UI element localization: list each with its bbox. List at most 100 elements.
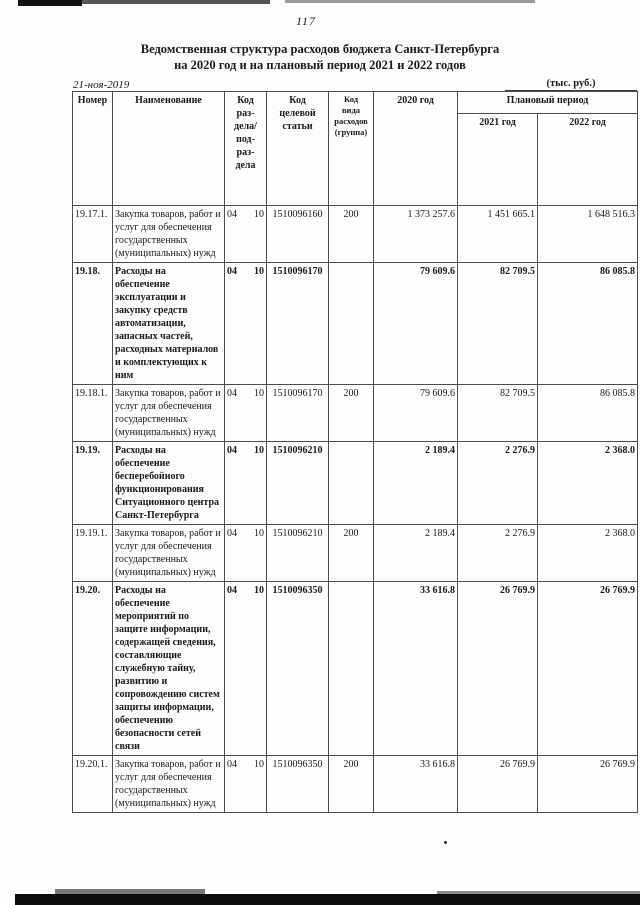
document-date: 21-ноя-2019 bbox=[73, 79, 130, 91]
cell-target-code: 1510096350 bbox=[266, 755, 329, 813]
cell-amount-2021: 2 276.9 bbox=[457, 524, 538, 582]
scan-artifact-bottom-smudge-right bbox=[437, 891, 640, 895]
page-number: 117 bbox=[295, 14, 317, 28]
cell-number: 19.20. bbox=[72, 581, 113, 756]
section-code: 04 bbox=[227, 528, 237, 539]
document-title-line1: Ведомственная структура расходов бюджета… bbox=[140, 42, 500, 56]
cell-amount-2022: 26 769.9 bbox=[536, 581, 639, 756]
cell-name: Расходы на обеспечение бесперебойного фу… bbox=[112, 441, 225, 525]
scan-artifact-bottom-smudge-left bbox=[55, 889, 205, 894]
col-header-section-code: Код раз- дела/ под- раз- дела bbox=[224, 91, 267, 206]
table-row: 19.20. Расходы на обеспечение мероприятий… bbox=[72, 581, 639, 756]
cell-amount-2020: 33 616.8 bbox=[373, 581, 458, 756]
col-header-2022: 2022 год bbox=[536, 113, 639, 206]
cell-amount-2020: 1 373 257.6 bbox=[373, 205, 458, 263]
cell-amount-2020: 79 609.6 bbox=[373, 384, 458, 442]
subsection-code: 10 bbox=[254, 445, 264, 456]
cell-number: 19.17.1. bbox=[72, 205, 113, 263]
cell-section-code: 04 10 bbox=[224, 581, 267, 756]
cell-name: Закупка товаров, работ и услуг для обесп… bbox=[112, 384, 225, 442]
cell-amount-2020: 79 609.6 bbox=[373, 262, 458, 385]
cell-name: Закупка товаров, работ и услуг для обесп… bbox=[112, 524, 225, 582]
cell-amount-2022: 26 769.9 bbox=[536, 755, 639, 813]
cell-target-code: 1510096350 bbox=[266, 581, 329, 756]
section-code: 04 bbox=[227, 585, 237, 596]
meta-row: 21-ноя-2019 (тыс. руб.) bbox=[73, 76, 637, 91]
col-header-2021: 2021 год bbox=[457, 113, 538, 206]
cell-number: 19.19. bbox=[72, 441, 113, 525]
scan-artifact-bottom-bar bbox=[15, 894, 640, 905]
cell-expense-type bbox=[328, 581, 374, 756]
section-code: 04 bbox=[227, 388, 237, 399]
cell-name: Закупка товаров, работ и услуг для обесп… bbox=[112, 205, 225, 263]
scan-speck bbox=[444, 841, 447, 844]
cell-section-code: 04 10 bbox=[224, 205, 267, 263]
cell-section-code: 04 10 bbox=[224, 384, 267, 442]
cell-amount-2020: 2 189.4 bbox=[373, 524, 458, 582]
col-header-2020: 2020 год bbox=[373, 91, 458, 206]
table-row: 19.19. Расходы на обеспечение бесперебойн… bbox=[72, 441, 639, 525]
subsection-code: 10 bbox=[254, 759, 264, 770]
cell-section-code: 04 10 bbox=[224, 441, 267, 525]
cell-expense-type bbox=[328, 441, 374, 525]
cell-section-code: 04 10 bbox=[224, 755, 267, 813]
cell-amount-2022: 86 085.8 bbox=[536, 384, 639, 442]
table-row: 19.18.1. Закупка товаров, работ и услуг д… bbox=[72, 384, 639, 442]
col-header-target-code: Код целевой статьи bbox=[266, 91, 329, 206]
cell-expense-type: 200 bbox=[328, 755, 374, 813]
cell-target-code: 1510096170 bbox=[266, 262, 329, 385]
table-header-subrow: 2021 год 2022 год bbox=[73, 113, 639, 206]
cell-expense-type bbox=[328, 262, 374, 385]
section-code: 04 bbox=[227, 266, 237, 277]
cell-target-code: 1510096210 bbox=[266, 441, 329, 525]
units-label: (тыс. руб.) bbox=[505, 78, 637, 91]
subsection-code: 10 bbox=[254, 388, 264, 399]
cell-amount-2021: 26 769.9 bbox=[457, 581, 538, 756]
cell-amount-2022: 2 368.0 bbox=[536, 524, 639, 582]
cell-section-code: 04 10 bbox=[224, 262, 267, 385]
cell-name: Расходы на обеспечение эксплуатации и за… bbox=[112, 262, 225, 385]
table-row: 19.18. Расходы на обеспечение эксплуатаци… bbox=[72, 262, 639, 385]
table-body: 19.17.1. Закупка товаров, работ и услуг д… bbox=[72, 205, 639, 813]
cell-amount-2021: 26 769.9 bbox=[457, 755, 538, 813]
cell-expense-type: 200 bbox=[328, 384, 374, 442]
col-header-expense-type: Код вида расходов (группа) bbox=[328, 91, 374, 206]
cell-amount-2021: 82 709.5 bbox=[457, 384, 538, 442]
cell-amount-2021: 82 709.5 bbox=[457, 262, 538, 385]
cell-amount-2022: 2 368.0 bbox=[536, 441, 639, 525]
cell-number: 19.20.1. bbox=[72, 755, 113, 813]
scan-artifact-top-black bbox=[18, 0, 82, 6]
cell-amount-2021: 1 451 665.1 bbox=[457, 205, 538, 263]
table-row: 19.20.1. Закупка товаров, работ и услуг д… bbox=[72, 755, 639, 813]
subsection-code: 10 bbox=[254, 528, 264, 539]
cell-amount-2022: 1 648 516.3 bbox=[536, 205, 639, 263]
cell-number: 19.18.1. bbox=[72, 384, 113, 442]
cell-amount-2020: 2 189.4 bbox=[373, 441, 458, 525]
cell-expense-type: 200 bbox=[328, 524, 374, 582]
table-header-row: Номер Наименование Код раз- дела/ под- р… bbox=[72, 91, 639, 206]
cell-section-code: 04 10 bbox=[224, 524, 267, 582]
col-header-name: Наименование bbox=[112, 91, 225, 206]
cell-amount-2022: 86 085.8 bbox=[536, 262, 639, 385]
subsection-code: 10 bbox=[254, 585, 264, 596]
cell-number: 19.19.1. bbox=[72, 524, 113, 582]
scan-artifact-top-gray bbox=[82, 0, 270, 4]
cell-target-code: 1510096160 bbox=[266, 205, 329, 263]
cell-amount-2021: 2 276.9 bbox=[457, 441, 538, 525]
table-row: 19.17.1. Закупка товаров, работ и услуг д… bbox=[72, 205, 639, 263]
document-title: Ведомственная структура расходов бюджета… bbox=[0, 41, 640, 73]
subsection-code: 10 bbox=[254, 209, 264, 220]
section-code: 04 bbox=[227, 209, 237, 220]
section-code: 04 bbox=[227, 759, 237, 770]
col-header-plan-period: Плановый период bbox=[456, 91, 639, 114]
cell-name: Расходы на обеспечение мероприятий по за… bbox=[112, 581, 225, 756]
cell-number: 19.18. bbox=[72, 262, 113, 385]
table-row: 19.19.1. Закупка товаров, работ и услуг д… bbox=[72, 524, 639, 582]
col-header-number: Номер bbox=[72, 91, 113, 206]
cell-target-code: 1510096210 bbox=[266, 524, 329, 582]
cell-amount-2020: 33 616.8 bbox=[373, 755, 458, 813]
subsection-code: 10 bbox=[254, 266, 264, 277]
scan-artifact-top-light bbox=[285, 0, 535, 3]
cell-target-code: 1510096170 bbox=[266, 384, 329, 442]
